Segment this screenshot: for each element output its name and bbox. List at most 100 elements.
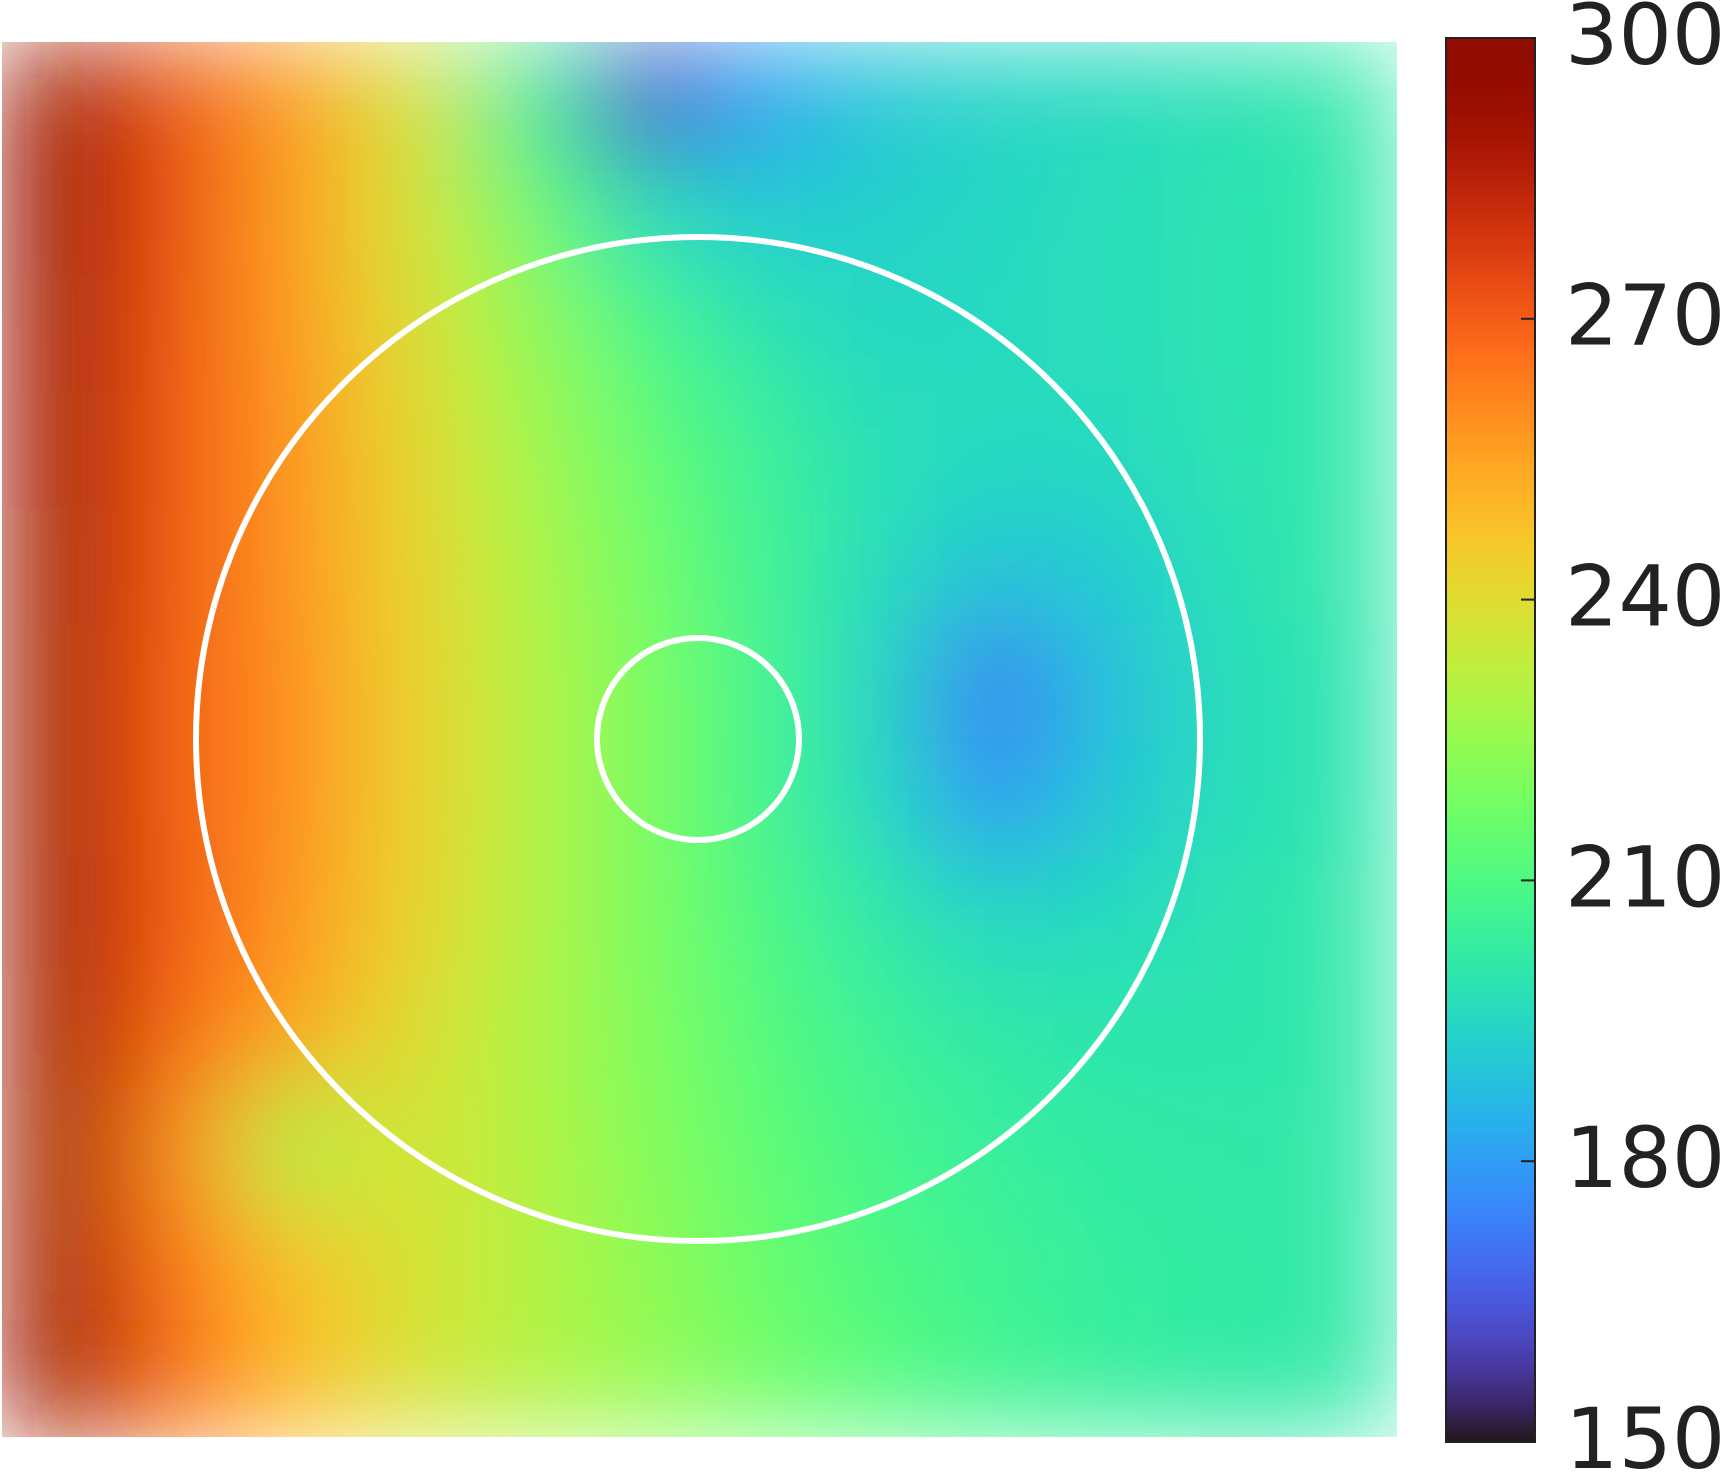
heatmap-cell	[815, 507, 933, 624]
heatmap-cell	[1164, 739, 1282, 857]
heatmap-cell	[234, 855, 352, 973]
heatmap-cell	[815, 855, 933, 973]
heatmap-cell	[350, 1320, 468, 1437]
colorbar	[1445, 37, 1536, 1443]
heatmap-cell	[350, 158, 468, 275]
heatmap-cell	[699, 972, 817, 1089]
heatmap-cell	[1048, 1320, 1165, 1437]
heatmap-cell	[2, 1204, 119, 1322]
heatmap-cell	[2, 623, 119, 740]
heatmap-cell	[1048, 1088, 1165, 1205]
heatmap-cell	[815, 1088, 933, 1205]
heatmap-cell	[932, 855, 1049, 973]
heatmap-cell	[1164, 1320, 1282, 1437]
heatmap-cell	[1280, 158, 1397, 275]
heatmap-cell	[815, 739, 933, 857]
colorbar-ticks: 150 180 210 240 270 300	[1521, 0, 1725, 1477]
heatmap-cell	[699, 1088, 817, 1205]
heatmap-cell	[118, 1088, 235, 1205]
heatmap-cell	[234, 1320, 352, 1437]
heatmap-cell	[699, 274, 817, 392]
heatmap-cell	[118, 855, 235, 973]
heatmap-cell	[467, 855, 584, 973]
heatmap-cell	[350, 972, 468, 1089]
heatmap-cell	[234, 507, 352, 624]
heatmap-cell	[2, 507, 119, 624]
heatmap-cell	[932, 972, 1049, 1089]
heatmap-cell	[118, 972, 235, 1089]
heatmap-cell	[350, 507, 468, 624]
heatmap-cell	[1280, 739, 1397, 857]
heatmap-cell	[1048, 1204, 1165, 1322]
heatmap-cell	[118, 1204, 235, 1322]
heatmap-cell	[583, 855, 700, 973]
heatmap-cell	[583, 274, 700, 392]
outer-circle	[193, 234, 1203, 1244]
heatmap-cell	[234, 623, 352, 740]
heatmap-cell	[2, 1320, 119, 1437]
heatmap-cell	[1164, 1088, 1282, 1205]
heatmap-cell	[118, 1320, 235, 1437]
inner-circle	[594, 635, 802, 843]
heatmap-cell	[815, 390, 933, 508]
heatmap-cell	[234, 972, 352, 1089]
heatmap-cell	[467, 390, 584, 508]
heatmap-cell	[583, 1204, 700, 1322]
heatmap-cell	[350, 855, 468, 973]
heatmap-cell	[1280, 1204, 1397, 1322]
heatmap-cell	[2, 1088, 119, 1205]
colorbar-tick-label: 240	[1565, 548, 1725, 646]
heatmap-cell	[1048, 42, 1165, 159]
colorbar-tick-label: 150	[1565, 1390, 1725, 1477]
heatmap-cell	[118, 739, 235, 857]
heatmap-cell	[1164, 158, 1282, 275]
heatmap-cell	[932, 390, 1049, 508]
heatmap-cell	[118, 390, 235, 508]
heatmap-cell	[932, 623, 1049, 740]
heatmap-cell	[2, 972, 119, 1089]
heatmap-cell	[234, 1088, 352, 1205]
heatmap-cell	[350, 623, 468, 740]
heatmap-cell	[118, 158, 235, 275]
heatmap-cell	[583, 623, 700, 740]
heatmap-cell	[2, 739, 119, 857]
heatmap-cells	[2, 42, 1397, 1437]
heatmap-cell	[467, 739, 584, 857]
heatmap-cell	[1048, 739, 1165, 857]
heatmap-cell	[1048, 507, 1165, 624]
heatmap-cell	[234, 158, 352, 275]
heatmap-area	[2, 42, 1397, 1437]
heatmap-cell	[932, 1204, 1049, 1322]
heatmap-cell	[467, 972, 584, 1089]
heatmap-cell	[118, 274, 235, 392]
heatmap-cell	[2, 390, 119, 508]
heatmap-cell	[583, 1088, 700, 1205]
heatmap-cell	[583, 42, 700, 159]
heatmap-cell	[2, 855, 119, 973]
heatmap-cell	[1280, 1320, 1397, 1437]
heatmap-cell	[815, 42, 933, 159]
heatmap-cell	[1164, 42, 1282, 159]
heatmap-cell	[932, 739, 1049, 857]
heatmap-cell	[1048, 158, 1165, 275]
heatmap-cell	[1164, 274, 1282, 392]
heatmap-cell	[234, 274, 352, 392]
heatmap-cell	[1280, 42, 1397, 159]
heatmap-cell	[1280, 972, 1397, 1089]
heatmap-cell	[699, 42, 817, 159]
heatmap-cell	[932, 1320, 1049, 1437]
heatmap-cell	[1164, 623, 1282, 740]
heatmap-cell	[467, 623, 584, 740]
heatmap-cell	[350, 1204, 468, 1322]
heatmap-cell	[1280, 390, 1397, 508]
heatmap-cell	[234, 42, 352, 159]
heatmap-cell	[1280, 855, 1397, 973]
heatmap-cell	[1048, 855, 1165, 973]
heatmap-cell	[815, 274, 933, 392]
heatmap-cell	[118, 507, 235, 624]
heatmap-cell	[467, 42, 584, 159]
heatmap-cell	[583, 1320, 700, 1437]
heatmap-cell	[350, 390, 468, 508]
heatmap-cell	[1164, 390, 1282, 508]
